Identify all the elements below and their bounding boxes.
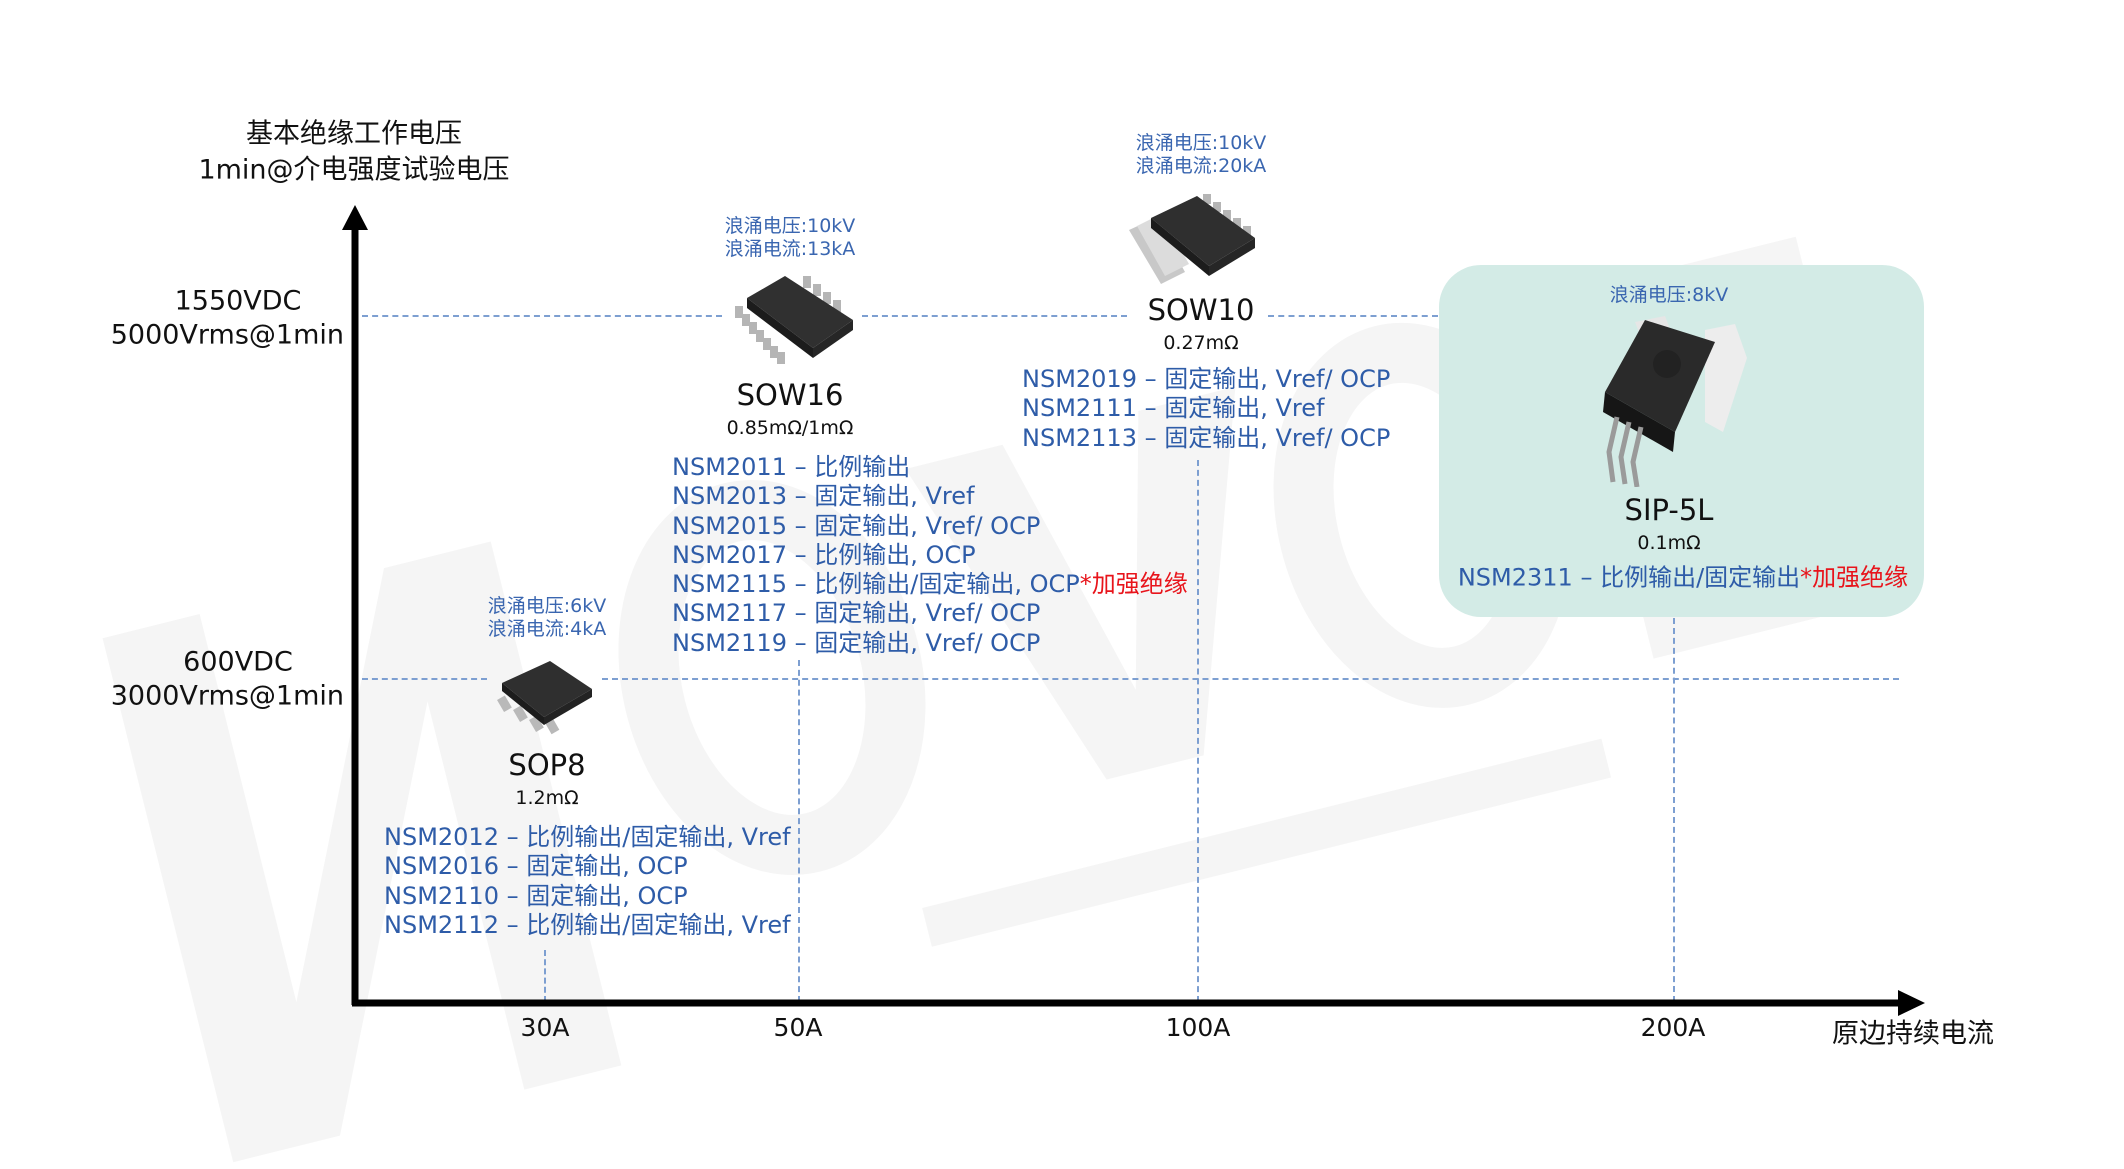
guide-200a [1673, 618, 1675, 1002]
sip5l-package-name: SIP-5L [1624, 493, 1714, 527]
sip5l-chip-image [1603, 316, 1747, 487]
guide-1550vdc [1268, 315, 1438, 317]
part-item: NSM2111 – 固定输出, Vref [1022, 394, 1325, 423]
x-axis-arrow [1898, 990, 1925, 1016]
x-tick-50a: 50A [773, 1013, 823, 1042]
sip5l-surge-voltage: 浪涌电压:8kV [1609, 284, 1729, 306]
part-item: NSM2115 – 比例输出/固定输出, OCP*加强绝缘 [672, 570, 1188, 599]
sow10-surge-current: 浪涌电流:20kA [1135, 155, 1267, 177]
sow16-surge-current: 浪涌电流:13kA [724, 238, 856, 260]
y-axis-title-line1: 基本绝缘工作电压 [246, 118, 462, 150]
guide-600vdc [362, 678, 487, 680]
y-axis-arrow [342, 205, 368, 230]
sow16-chip-image [735, 276, 853, 364]
sop8-package-name: SOP8 [508, 748, 586, 782]
x-axis-title: 原边持续电流 [1832, 1018, 1994, 1050]
sow10-resistance: 0.27mΩ [1163, 332, 1239, 354]
part-item: NSM2011 – 比例输出 [672, 453, 911, 481]
sop8-part-list: NSM2012 – 比例输出/固定输出, Vref NSM2016 – 固定输出… [384, 823, 791, 940]
guide-50a [798, 660, 800, 1002]
part-item: NSM2117 – 固定输出, Vref/ OCP [672, 599, 1041, 628]
sop8-resistance: 1.2mΩ [515, 787, 579, 809]
guide-600vdc [602, 678, 1899, 680]
part-item: NSM2017 – 比例输出, OCP [672, 540, 976, 569]
guide-1550vdc [862, 315, 1127, 317]
sow16-package-name: SOW16 [736, 378, 844, 412]
y-tick-600vdc-line1: 600VDC [183, 646, 293, 678]
sip5l-resistance: 0.1mΩ [1637, 532, 1701, 554]
part-item: NSM2019 – 固定输出, Vref/ OCP [1022, 365, 1391, 393]
sop8-chip-image [497, 661, 592, 735]
x-tick-30a: 30A [520, 1013, 570, 1042]
sow16-resistance: 0.85mΩ/1mΩ [726, 417, 854, 439]
sop8-surge-current: 浪涌电流:4kA [487, 618, 607, 640]
x-tick-200a: 200A [1640, 1013, 1706, 1042]
guide-1550vdc [362, 315, 722, 317]
reinforced-insulation-note: *加强绝缘 [1800, 563, 1909, 592]
sop8-surge-voltage: 浪涌电压:6kV [487, 595, 607, 617]
part-item: NSM2119 – 固定输出, Vref/ OCP [672, 628, 1041, 657]
part-item: NSM2012 – 比例输出/固定输出, Vref [384, 823, 791, 851]
sow10-part-list: NSM2019 – 固定输出, Vref/ OCP NSM2111 – 固定输出… [1022, 365, 1390, 453]
sip5l-part-list: NSM2311 – 比例输出/固定输出*加强绝缘 [1458, 563, 1908, 592]
y-tick-1550vdc-line1: 1550VDC [174, 285, 302, 317]
sow10-chip-image [1129, 194, 1255, 284]
y-axis-title-line2: 1min@介电强度试验电压 [198, 154, 510, 186]
part-item: NSM2015 – 固定输出, Vref/ OCP [672, 511, 1041, 540]
sow16-part-list: NSM2011 – 比例输出 NSM2013 – 固定输出, Vref NSM2… [672, 453, 1188, 658]
x-tick-100a: 100A [1165, 1013, 1231, 1042]
part-item: NSM2311 – 比例输出/固定输出*加强绝缘 [1457, 563, 1909, 592]
sow16-surge-voltage: 浪涌电压:10kV [724, 215, 856, 237]
y-tick-600vdc-line2: 3000Vrms@1min [110, 680, 344, 712]
part-item: NSM2016 – 固定输出, OCP [384, 852, 688, 881]
guide-100a [1197, 460, 1199, 1002]
part-item: NSM2113 – 固定输出, Vref/ OCP [1022, 423, 1391, 452]
y-tick-1550vdc-line2: 5000Vrms@1min [110, 319, 344, 351]
part-item: NSM2110 – 固定输出, OCP [384, 881, 688, 910]
part-item: NSM2112 – 比例输出/固定输出, Vref [384, 910, 791, 939]
reinforced-highlight-box [1439, 265, 1924, 617]
part-item: NSM2013 – 固定输出, Vref [672, 482, 975, 511]
guide-30a [544, 950, 546, 1002]
sow10-surge-voltage: 浪涌电压:10kV [1135, 132, 1267, 154]
sow10-package-name: SOW10 [1147, 293, 1255, 327]
reinforced-insulation-note: *加强绝缘 [1079, 570, 1188, 599]
